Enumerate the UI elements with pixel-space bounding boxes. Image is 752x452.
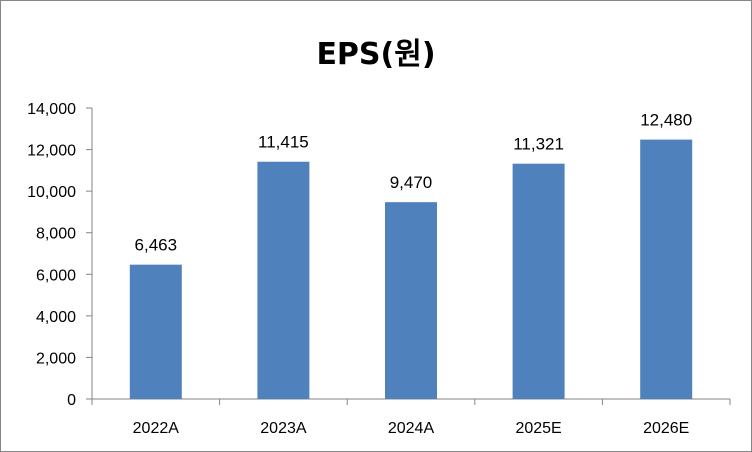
x-tick-label: 2022A (133, 420, 180, 437)
y-tick-label: 6,000 (36, 267, 76, 284)
x-tick-label: 2026E (643, 420, 689, 437)
bar (385, 202, 437, 399)
bar (257, 161, 310, 399)
chart-title: EPS(원) (316, 37, 436, 72)
data-label: 11,321 (513, 135, 564, 154)
x-tick-label: 2025E (515, 420, 561, 437)
data-label: 11,415 (258, 133, 309, 152)
y-tick-label: 2,000 (36, 350, 76, 367)
y-tick-label: 10,000 (27, 184, 76, 201)
data-label: 9,470 (390, 173, 433, 192)
data-label: 6,463 (135, 236, 178, 255)
x-tick-label: 2023A (260, 420, 307, 437)
y-tick-label: 0 (67, 392, 76, 409)
y-tick-label: 4,000 (36, 309, 76, 326)
x-tick-label: 2024A (388, 420, 435, 437)
data-label: 12,480 (640, 111, 692, 130)
y-tick-label: 14,000 (27, 101, 76, 118)
y-tick-label: 12,000 (27, 143, 76, 160)
bar (640, 139, 693, 399)
bar (512, 163, 565, 399)
y-tick-label: 8,000 (36, 226, 76, 243)
bar (129, 264, 182, 399)
